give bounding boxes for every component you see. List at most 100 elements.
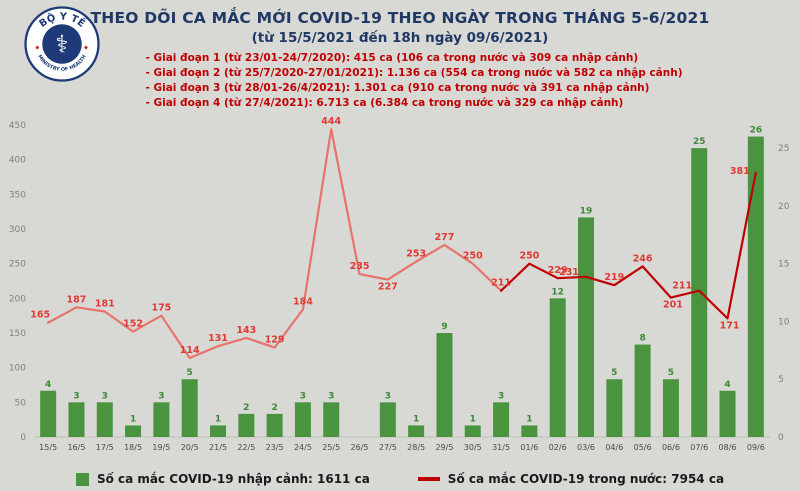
line-value-label: 246 [633,253,653,264]
phase-summary-notes: - Giai đoạn 1 (từ 23/01-24/7/2020): 415 … [145,51,682,111]
y-axis-left-tick: 50 [15,398,27,408]
x-axis-label: 05/6 [634,443,652,452]
imported-cases-bar [96,402,113,437]
line-value-label: 211 [672,281,692,292]
imported-cases-bar [408,425,425,437]
line-value-label: 444 [321,116,341,127]
bar-value-label: 3 [300,391,306,401]
x-axis-label: 20/5 [181,443,199,452]
bar-value-label: 9 [441,322,447,332]
x-axis-label: 21/5 [209,443,227,452]
imported-cases-bar [719,390,736,437]
bar-value-label: 5 [187,368,193,378]
x-axis-label: 04/6 [605,443,623,452]
x-axis-label: 22/5 [237,443,255,452]
star-icon: ★ [83,44,89,51]
x-axis-label: 24/5 [294,443,312,452]
y-axis-left-tick: 200 [9,294,26,304]
bar-value-label: 3 [102,391,108,401]
covid-combo-chart: 050100150200250300350400450051015202515/… [9,116,790,452]
y-axis-left-tick: 0 [20,433,26,443]
imported-cases-bar [634,344,651,437]
y-axis-left-tick: 300 [9,225,26,235]
imported-cases-bar [210,425,226,437]
bar-value-label: 1 [413,414,419,424]
line-value-label: 211 [491,278,511,289]
x-axis-label: 25/5 [322,443,340,452]
page-title: THEO DÕI CA MẮC MỚI COVID-19 THEO NGÀY T… [90,9,710,27]
bar-value-label: 1 [526,414,532,424]
imported-cases-bar [153,402,170,437]
bar-value-label: 3 [158,391,164,401]
x-axis-label: 09/6 [747,443,765,452]
x-axis-label: 07/6 [690,443,708,452]
x-axis-label: 16/5 [67,443,85,452]
chart-legend: Số ca mắc COVID-19 nhập cảnh: 1611 ca Số … [0,472,800,486]
y-axis-left-tick: 150 [9,329,26,339]
svg-text:BỘ Y TẾ: BỘ Y TẾ [37,11,89,30]
x-axis-label: 17/5 [96,443,114,452]
line-value-label: 175 [151,303,171,314]
imported-cases-bar [464,425,481,437]
x-axis-label: 26/5 [351,443,369,452]
imported-cases-bar [691,148,708,437]
line-value-label: 277 [435,232,455,243]
x-axis-label: 23/5 [266,443,284,452]
x-axis-label: 02/6 [549,443,567,452]
x-axis-label: 19/5 [152,443,170,452]
phase-note: - Giai đoạn 2 (từ 25/7/2020-27/01/2021):… [145,67,683,79]
bar-value-label: 1 [215,414,221,424]
moh-emblem-icon: BỘ Y TẾ MINISTRY OF HEALTH ★ ★ ⚕ [24,6,100,82]
y-axis-left-tick: 250 [9,260,26,270]
bar-value-label: 3 [328,391,334,401]
imported-cases-bar [379,402,396,437]
phase-note: - Giai đoạn 4 (từ 27/4/2021): 6.713 ca (… [145,97,624,109]
x-axis-label: 03/6 [577,443,595,452]
phase-note: - Giai đoạn 1 (từ 23/01-24/7/2020): 415 … [145,52,639,64]
y-axis-right-tick: 10 [778,317,790,327]
page-subtitle: (từ 15/5/2021 đến 18h ngày 09/6/2021) [251,30,549,46]
imported-cases-bar [493,402,510,437]
legend-item: Số ca mắc COVID-19 trong nước: 7954 ca [417,472,724,486]
line-value-label: 131 [208,333,228,344]
y-axis-left-tick: 400 [9,156,26,166]
imported-cases-bar [68,402,85,437]
y-axis-left-tick: 350 [9,190,26,200]
imported-cases-bar [549,298,566,437]
line-value-label: 171 [720,320,740,331]
imported-cases-bar [125,425,142,437]
line-value-label: 114 [180,345,200,356]
x-axis-label: 01/6 [520,443,538,452]
imported-cases-bar [606,379,623,437]
imported-cases-bar [323,402,340,437]
line-value-label: 235 [350,261,370,272]
y-axis-right-tick: 20 [778,202,790,212]
header: THEO DÕI CA MẮC MỚI COVID-19 THEO NGÀY T… [0,0,800,46]
domestic-cases-line [47,128,503,360]
ministry-of-health-logo: BỘ Y TẾ MINISTRY OF HEALTH ★ ★ ⚕ [24,6,100,82]
imported-cases-bar [181,379,198,437]
y-axis-right-tick: 25 [778,144,789,154]
line-value-label: 129 [265,335,285,346]
line-value-label: 231 [559,267,579,278]
line-value-label: 227 [378,282,398,293]
bar-value-label: 4 [724,380,730,390]
imported-cases-bar [238,413,255,437]
star-icon: ★ [35,44,41,51]
y-axis-right-tick: 5 [778,375,784,385]
legend-label: Số ca mắc COVID-19 nhập cảnh: 1611 ca [96,472,370,486]
bar-value-label: 3 [385,391,391,401]
domestic-cases-line [500,171,757,320]
x-axis-label: 28/5 [407,443,425,452]
x-axis-label: 15/5 [39,443,57,452]
x-axis-label: 27/5 [379,443,397,452]
x-axis-label: 30/5 [464,443,482,452]
legend-bar-marker [75,472,89,486]
imported-cases-bar [662,379,679,437]
line-value-label: 253 [406,249,426,260]
imported-cases-bar [747,136,764,438]
line-value-label: 201 [663,300,683,311]
imported-cases-bar [294,402,311,437]
bar-value-label: 1 [470,414,476,424]
x-axis-label: 08/6 [719,443,737,452]
